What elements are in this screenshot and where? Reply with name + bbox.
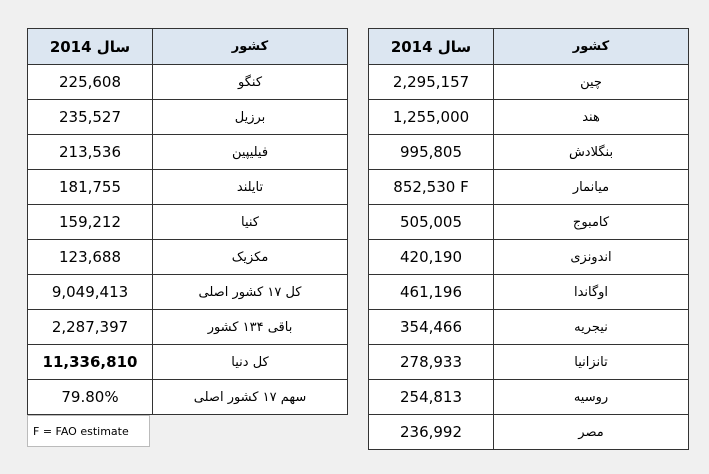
country-cell: اندونزی <box>570 249 612 265</box>
country-cell: اوگاندا <box>573 284 609 300</box>
country-cell: فیلیپین <box>231 144 269 160</box>
header-cell: سال 2014 <box>28 29 153 64</box>
table-row: 420,190 اندونزی <box>369 239 688 274</box>
country-cell: مصر <box>578 424 604 440</box>
header-cell: کشور <box>572 39 610 54</box>
country-cell: کنیا <box>241 214 259 230</box>
table-row: 505,005 کامبوج <box>369 204 688 239</box>
table-row: 181,755 تایلند <box>28 169 347 204</box>
value-cell: 2,287,397 <box>28 310 153 344</box>
table-row: 2,295,157 چین <box>369 64 688 99</box>
country-cell: برزیل <box>234 109 266 125</box>
value-cell: 79.80% <box>28 380 153 414</box>
right-table: سال 2014 کشور 2,295,157 چین 1,255,000 هند 995,… <box>368 28 689 450</box>
value-cell: 420,190 <box>369 240 494 274</box>
table-row: 159,212 کنیا <box>28 204 347 239</box>
value-cell: 278,933 <box>369 345 494 379</box>
country-cell: مکزیک <box>231 249 269 265</box>
country-cell: میانمار <box>572 179 610 195</box>
table-row: 2,287,397 باقی ۱۳۴ کشور <box>28 309 347 344</box>
note: F = FAO estimate <box>27 415 150 447</box>
table-row: 354,466 نیجریه <box>369 309 688 344</box>
header-row: سال 2014 کشور <box>369 29 688 64</box>
table-row: 9,049,413 کل ۱۷ کشور اصلی <box>28 274 347 309</box>
country-cell: کنگو <box>238 74 263 90</box>
table-row: 123,688 مکزیک <box>28 239 347 274</box>
country-cell: تایلند <box>236 179 264 195</box>
value-cell: 235,527 <box>28 100 153 134</box>
country-cell: باقی ۱۳۴ کشور <box>207 319 293 335</box>
header-cell: سال 2014 <box>369 29 494 64</box>
header-row: سال 2014 کشور <box>28 29 347 64</box>
country-cell: چین <box>580 74 602 90</box>
value-cell: 236,992 <box>369 415 494 449</box>
value-cell: 123,688 <box>28 240 153 274</box>
country-cell: کامبوج <box>572 214 610 230</box>
country-cell: هند <box>582 109 600 125</box>
value-cell: 225,608 <box>28 65 153 99</box>
table-row: 79.80% سهم ۱۷ کشور اصلی <box>28 379 347 414</box>
value-cell: 852,530 F <box>369 170 494 204</box>
table-row: 278,933 تانزانیا <box>369 344 688 379</box>
value-cell: 181,755 <box>28 170 153 204</box>
left-table: سال 2014 کشور 225,608 کنگو 235,527 برزیل 213,5… <box>27 28 348 415</box>
table-row: 1,255,000 هند <box>369 99 688 134</box>
country-cell: بنگلادش <box>568 144 614 160</box>
country-cell: سهم ۱۷ کشور اصلی <box>193 389 307 405</box>
value-cell: 254,813 <box>369 380 494 414</box>
value-cell: 2,295,157 <box>369 65 494 99</box>
table-row: 852,530 F میانمار <box>369 169 688 204</box>
value-cell: 1,255,000 <box>369 100 494 134</box>
value-cell: 354,466 <box>369 310 494 344</box>
table-row: 11,336,810 کل دنیا <box>28 344 347 379</box>
value-cell: 995,805 <box>369 135 494 169</box>
table-row: 461,196 اوگاندا <box>369 274 688 309</box>
country-cell: کل دنیا <box>231 354 269 370</box>
table-row: 235,527 برزیل <box>28 99 347 134</box>
country-cell: روسیه <box>573 389 609 405</box>
value-cell: 9,049,413 <box>28 275 153 309</box>
value-cell: 213,536 <box>28 135 153 169</box>
country-cell: تانزانیا <box>574 354 608 370</box>
country-cell: نیجریه <box>574 319 608 335</box>
table-row: 254,813 روسیه <box>369 379 688 414</box>
table-row: 225,608 کنگو <box>28 64 347 99</box>
value-cell: 505,005 <box>369 205 494 239</box>
country-cell: کل ۱۷ کشور اصلی <box>198 284 302 300</box>
value-cell: 11,336,810 <box>28 345 153 379</box>
value-cell: 461,196 <box>369 275 494 309</box>
header-cell: کشور <box>231 39 269 54</box>
table-row: 995,805 بنگلادش <box>369 134 688 169</box>
table-row: 236,992 مصر <box>369 414 688 449</box>
table-row: 213,536 فیلیپین <box>28 134 347 169</box>
value-cell: 159,212 <box>28 205 153 239</box>
